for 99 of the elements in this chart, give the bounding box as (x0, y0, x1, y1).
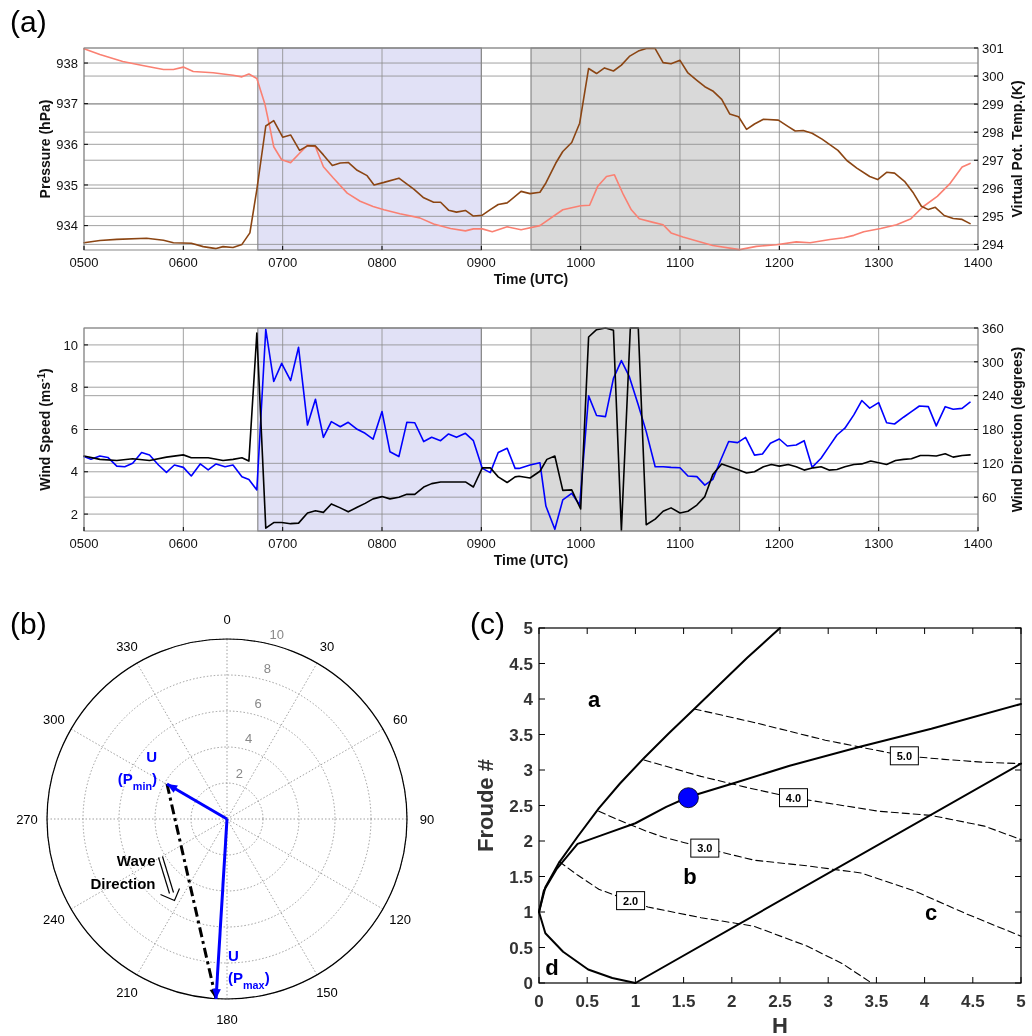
x-tick-label: 1200 (764, 255, 794, 270)
y-tick-label: 5 (523, 619, 533, 639)
y-tick-label: 2 (70, 506, 78, 522)
y-tick-label: 2.5 (509, 796, 533, 816)
y-tick-label: 935 (56, 177, 78, 193)
text: Wave Direction (90, 851, 156, 892)
x-tick-label: 1300 (864, 255, 894, 270)
text: 2 (235, 765, 244, 781)
y-tick-label: 0 (523, 974, 533, 994)
x-tick-label: 0.5 (575, 992, 600, 1011)
y-tick-label: 4 (523, 690, 534, 710)
y-tick-label: 0.5 (509, 938, 533, 958)
x-tick-label: 0700 (268, 255, 298, 270)
y2-tick-label: 298 (982, 124, 1004, 140)
text: 150 (316, 985, 338, 1001)
y-tick-label: 1.5 (509, 867, 533, 887)
y2-tick-label: 300 (982, 354, 1004, 370)
y2-tick-label: 180 (982, 422, 1004, 438)
chart-title: (a) (10, 5, 47, 38)
y2-tick-label: 295 (982, 209, 1004, 225)
x-axis-title: Time (UTC) (493, 552, 569, 568)
text: 120 (389, 912, 412, 927)
x-tick-label: 1100 (666, 255, 694, 270)
y-tick-label: 4.5 (509, 654, 533, 674)
y-tick-label: 1 (523, 903, 533, 923)
x-tick-label: 1000 (566, 255, 596, 270)
annotation: b (683, 864, 697, 889)
y-tick-label: 937 (56, 96, 78, 112)
x-tick-label: 0800 (367, 255, 397, 270)
x-tick-label: 0600 (168, 255, 198, 270)
annotation: d (545, 955, 559, 980)
y-tick-label: 6 (70, 422, 78, 438)
y2-tick-label: 240 (982, 388, 1004, 404)
x-tick-label: 1400 (963, 255, 993, 270)
x-tick-label: 1100 (666, 536, 694, 551)
x-tick-label: 3.5 (864, 992, 889, 1011)
annotation: c (924, 900, 938, 925)
text: 8 (263, 661, 271, 677)
y2-tick-label: 297 (982, 152, 1004, 168)
y2-tick-label: 301 (982, 40, 1004, 56)
x-tick-label: 0900 (466, 536, 496, 551)
y2-tick-label: 120 (982, 456, 1004, 472)
text: 270 (16, 812, 38, 827)
text: (b) (10, 607, 47, 640)
text: 0 (223, 612, 231, 627)
x-tick-label: 0600 (168, 536, 198, 551)
x-tick-label: 1000 (566, 536, 596, 551)
x-tick-label: 4 (919, 992, 930, 1011)
x-tick-label: 0900 (466, 255, 496, 270)
x-tick-label: 3 (823, 992, 833, 1011)
text: 300 (42, 712, 65, 727)
y-tick-label: 2 (523, 832, 533, 852)
y2-axis-title: Wind Direction (degrees) (1009, 346, 1025, 513)
y2-tick-label: 296 (982, 180, 1004, 196)
chart-title: (c) (470, 607, 505, 640)
y-tick-label: 938 (56, 55, 78, 71)
y-tick-label: 10 (63, 337, 78, 353)
y2-axis-title: Virtual Pot. Temp.(K) (1009, 80, 1025, 218)
x-tick-label: 1400 (963, 536, 993, 551)
y2-tick-label: 294 (982, 237, 1004, 253)
y2-tick-label: 299 (982, 96, 1004, 112)
text: 90 (419, 812, 435, 827)
x-axis-title: H (772, 1013, 788, 1036)
text: U (P$_{max}$) (228, 947, 270, 991)
y-tick-label: 4 (70, 464, 78, 480)
text: 240 (42, 912, 65, 927)
y-tick-label: 936 (56, 137, 78, 153)
x-tick-label: 4.5 (960, 992, 985, 1011)
y2-tick-label: 360 (982, 320, 1004, 336)
y-tick-label: 934 (56, 218, 78, 234)
x-tick-label: 0700 (268, 536, 298, 551)
y-axis-title: Froude # (473, 759, 498, 852)
x-tick-label: 2.5 (768, 992, 792, 1011)
y-tick-label: 3.5 (509, 725, 533, 745)
x-tick-label: 1.5 (671, 992, 696, 1011)
x-tick-label: 1300 (864, 536, 894, 551)
y2-tick-label: 60 (982, 489, 997, 505)
text: 180 (216, 1012, 238, 1027)
y-tick-label: 3 (523, 761, 533, 781)
text: 60 (392, 712, 408, 727)
x-tick-label: 1 (630, 992, 641, 1011)
text: 4 (245, 730, 253, 746)
y-axis-title: Pressure (hPa) (37, 99, 53, 199)
text: 6 (254, 696, 262, 712)
text: 30 (319, 638, 335, 654)
text: 10 (269, 626, 284, 642)
x-tick-label: 0800 (367, 536, 397, 551)
y2-tick-label: 300 (982, 68, 1004, 84)
x-tick-label: 0500 (69, 536, 99, 551)
x-tick-label: 5 (1016, 992, 1026, 1011)
x-tick-label: 0500 (69, 255, 99, 270)
x-axis-title: Time (UTC) (493, 271, 569, 287)
annotation: a (587, 687, 601, 712)
x-tick-label: 2 (727, 992, 737, 1011)
text: 210 (116, 985, 138, 1001)
x-tick-label: 1200 (764, 536, 794, 551)
text: U (P$_{min}$) (117, 748, 157, 792)
text: 330 (116, 638, 138, 654)
y-tick-label: 8 (70, 379, 78, 395)
